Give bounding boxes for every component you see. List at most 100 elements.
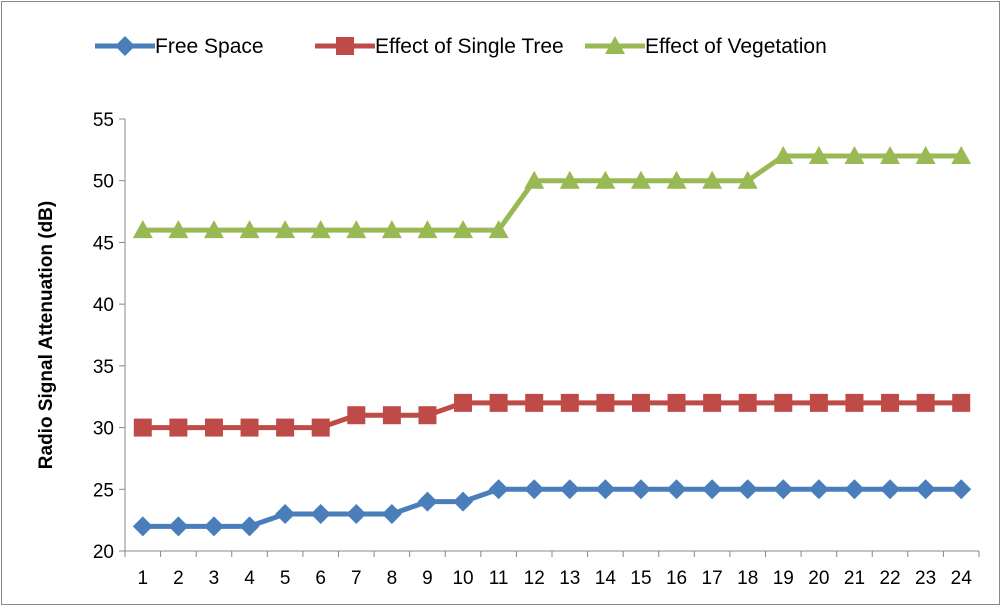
data-point [666, 170, 687, 189]
data-point [275, 503, 296, 524]
data-point [809, 393, 828, 412]
data-point [630, 170, 651, 189]
data-point [524, 479, 545, 500]
x-tick-label: 20 [808, 568, 829, 589]
x-tick-label: 17 [702, 568, 723, 589]
data-point [881, 393, 900, 412]
y-tick-label: 30 [93, 419, 114, 440]
data-point [559, 479, 580, 500]
x-tick-label: 24 [951, 568, 973, 589]
data-point [773, 479, 794, 500]
x-tick-label: 1 [138, 568, 149, 589]
legend-item: Effect of Single Tree [315, 35, 564, 58]
series-free-space [132, 479, 972, 537]
data-point [346, 503, 367, 524]
series-line [142, 153, 962, 233]
data-point [381, 220, 402, 239]
x-tick-label: 12 [524, 568, 545, 589]
y-tick-label: 55 [93, 110, 114, 131]
data-point [808, 479, 829, 500]
x-tick-label: 5 [280, 568, 291, 589]
x-tick-label: 10 [452, 568, 473, 589]
x-tick-label: 7 [351, 568, 362, 589]
legend-item: Free Space [95, 35, 264, 58]
x-tick-label: 18 [737, 568, 758, 589]
data-point [381, 503, 402, 524]
legend-item: Effect of Vegetation [585, 35, 827, 58]
x-tick-label: 4 [244, 568, 255, 589]
data-point [203, 516, 224, 537]
legend-marker [115, 36, 135, 56]
legend-label: Effect of Vegetation [645, 35, 827, 58]
data-point [133, 418, 152, 437]
data-point [239, 516, 260, 537]
y-tick-label: 20 [93, 542, 114, 563]
data-point [276, 418, 295, 437]
data-point [666, 479, 687, 500]
x-tick-label: 8 [387, 568, 398, 589]
legend-label: Free Space [155, 35, 264, 58]
data-point [880, 479, 901, 500]
data-point [203, 220, 224, 239]
x-tick-label: 19 [773, 568, 794, 589]
data-point [951, 146, 972, 165]
data-point [524, 170, 545, 189]
data-point [702, 479, 723, 500]
y-axis-label: Radio Signal Attenuation (dB) [36, 201, 57, 469]
x-tick-label: 15 [630, 568, 651, 589]
series-line [142, 400, 962, 431]
x-tick-label: 22 [879, 568, 900, 589]
x-tick-label: 14 [595, 568, 617, 589]
legend-marker [336, 37, 354, 55]
data-point [418, 406, 437, 425]
data-point [915, 479, 936, 500]
data-point [559, 170, 580, 189]
x-tick-label: 2 [173, 568, 184, 589]
data-point [560, 393, 579, 412]
data-point [845, 393, 864, 412]
data-point [808, 146, 829, 165]
data-point [844, 146, 865, 165]
data-point [488, 220, 509, 239]
data-point [773, 146, 794, 165]
data-point [488, 479, 509, 500]
data-point [168, 516, 189, 537]
data-point [916, 393, 935, 412]
data-point [382, 406, 401, 425]
data-point [240, 418, 259, 437]
y-tick-label: 25 [93, 480, 114, 501]
y-tick-label: 50 [93, 172, 114, 193]
series-line [142, 486, 962, 529]
series-effect-of-vegetation [132, 146, 972, 239]
data-point [204, 418, 223, 437]
data-point [169, 418, 188, 437]
legend-label: Effect of Single Tree [375, 35, 564, 58]
y-tick-label: 40 [93, 295, 114, 316]
data-point [310, 503, 331, 524]
legend: Free Space Effect of Single Tree Effect of… [95, 35, 827, 58]
data-point [774, 393, 793, 412]
data-point [454, 393, 473, 412]
x-tick-label: 21 [844, 568, 865, 589]
data-point [525, 393, 544, 412]
data-point [631, 393, 650, 412]
data-point [844, 479, 865, 500]
x-tick-label: 16 [666, 568, 687, 589]
data-point [275, 220, 296, 239]
data-point [311, 418, 330, 437]
x-tick-label: 13 [559, 568, 580, 589]
data-point [595, 170, 616, 189]
data-point [596, 393, 615, 412]
data-point [132, 220, 153, 239]
x-tick-label: 11 [489, 568, 509, 589]
x-tick-label: 23 [915, 568, 936, 589]
data-point [737, 479, 758, 500]
x-tick-label: 9 [422, 568, 433, 589]
data-point [417, 491, 438, 512]
data-point [951, 479, 972, 500]
data-point [168, 220, 189, 239]
data-point [417, 220, 438, 239]
series-effect-of-single-tree [133, 393, 971, 437]
